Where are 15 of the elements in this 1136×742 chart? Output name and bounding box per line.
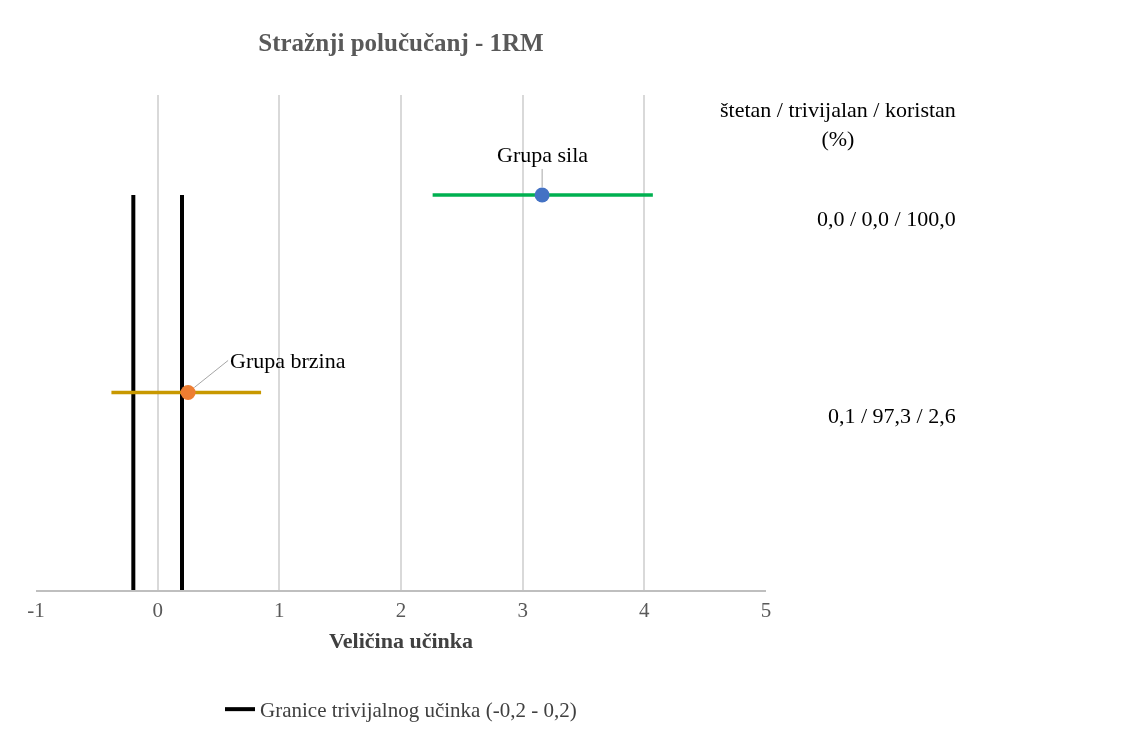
series-label: Grupa sila bbox=[497, 142, 589, 167]
text: štetan / trivijalan / koristan (%) bbox=[720, 97, 956, 151]
series-label: Grupa brzina bbox=[230, 348, 346, 373]
text: 0,1 / 97,3 / 2,6 bbox=[828, 403, 956, 428]
x-tick-label: 1 bbox=[274, 597, 285, 622]
x-tick-label: 2 bbox=[395, 597, 407, 622]
x-tick-label: -1 bbox=[27, 597, 45, 622]
legend-label: Granice trivijalnog učinka (-0,2 - 0,2) bbox=[260, 698, 577, 723]
x-tick-label: 3 bbox=[517, 597, 528, 622]
x-tick-label: 0 bbox=[152, 597, 163, 622]
x-axis-title: Veličina učinka bbox=[328, 628, 474, 654]
chart-title: Stražnji polučučanj - 1RM bbox=[258, 28, 544, 56]
x-tick-label: 5 bbox=[760, 597, 772, 622]
x-tick-label: 4 bbox=[639, 597, 651, 622]
text: 0,0 / 0,0 / 100,0 bbox=[817, 206, 956, 231]
